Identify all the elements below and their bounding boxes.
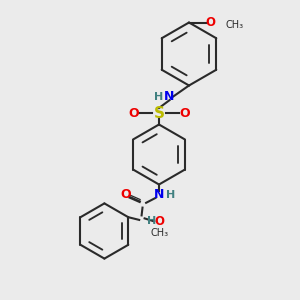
- Text: O: O: [179, 107, 190, 120]
- Text: H: H: [147, 216, 156, 226]
- Text: O: O: [206, 16, 216, 29]
- Text: O: O: [120, 188, 131, 202]
- Text: N: N: [154, 188, 164, 202]
- Text: N: N: [164, 90, 175, 103]
- Text: H: H: [166, 190, 175, 200]
- Text: O: O: [154, 215, 165, 228]
- Text: H: H: [154, 92, 163, 102]
- Text: S: S: [154, 106, 164, 121]
- Text: CH₃: CH₃: [225, 20, 243, 30]
- Text: O: O: [128, 107, 139, 120]
- Text: CH₃: CH₃: [151, 228, 169, 238]
